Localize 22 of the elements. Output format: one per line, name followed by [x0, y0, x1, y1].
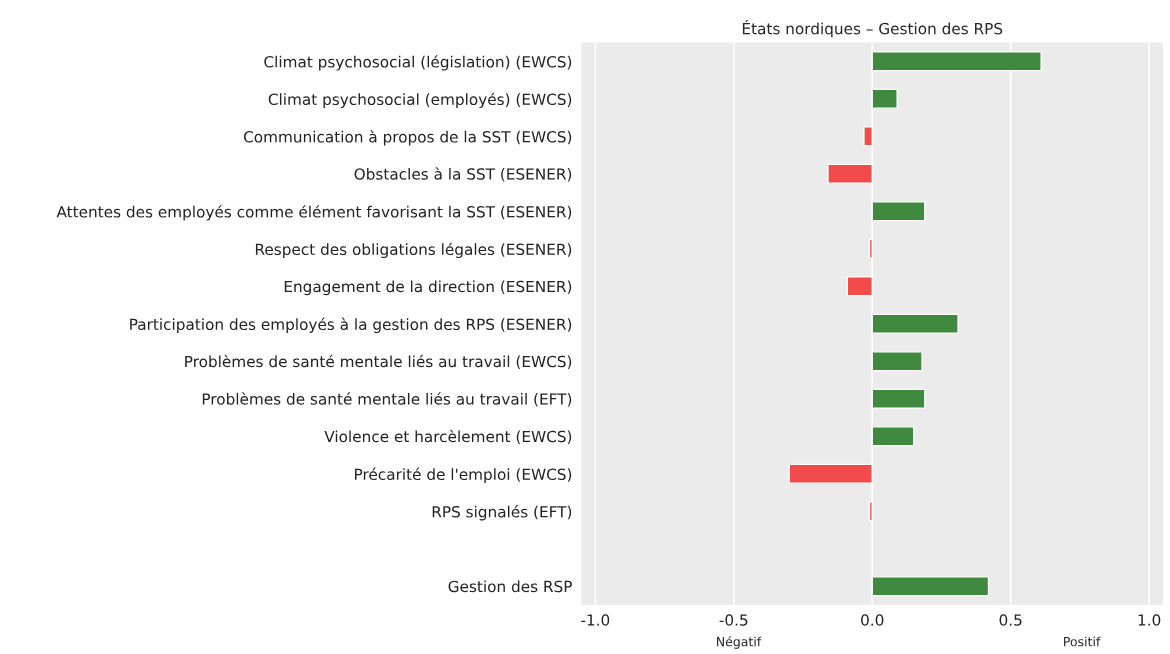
x-tick-label: -1.0: [581, 614, 610, 626]
chart-title: États nordiques – Gestion des RPS: [742, 20, 1003, 38]
y-tick-label: Problèmes de santé mentale liés au travail (EFT): [202, 392, 572, 407]
x-tick-label: 0.0: [861, 614, 884, 626]
y-tick-label: RPS signalés (EFT): [432, 505, 572, 521]
x-tick-label: -0.5: [719, 614, 748, 626]
x-tick-label: 1.0: [1138, 614, 1161, 626]
y-tick-label: Problèmes de santé mentale liés au travail (EWCS): [185, 354, 572, 370]
y-tick-label: Attentes des employés comme élément favorisant la SST (ESENER): [56, 205, 572, 221]
y-tick-label: Climat psychosocial (employés) (EWCS): [268, 92, 572, 109]
y-tick-label: Violence et harcèlement (EWCS): [324, 429, 572, 445]
y-tick-label: Participation des employés à la gestion des RPS (ESENER): [130, 317, 572, 334]
y-tick-label: Gestion des RSP: [448, 580, 572, 593]
y-tick-label: Obstacles à la SST (ESENER): [354, 167, 572, 182]
text: Positif: [1064, 636, 1101, 647]
y-tick-label: Climat psychosocial (législation) (EWCS): [264, 55, 572, 71]
x-tick-label: 0.5: [999, 614, 1022, 626]
y-tick-label: Respect des obligations légales (ESENER): [255, 242, 572, 259]
y-tick-label: Précarité de l'emploi (EWCS): [355, 467, 572, 483]
y-tick-label: Engagement de la direction (ESENER): [284, 280, 572, 296]
y-tick-label: Communication à propos de la SST (EWCS): [243, 130, 572, 146]
text: Négatif: [717, 636, 762, 649]
